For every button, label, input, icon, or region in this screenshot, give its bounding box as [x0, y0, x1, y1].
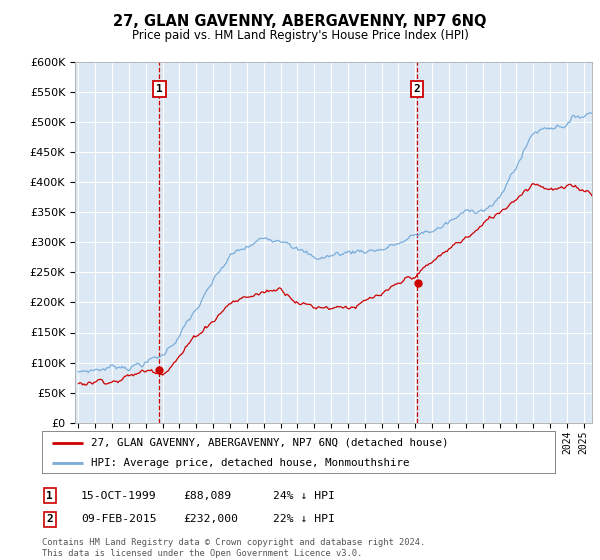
- Text: 27, GLAN GAVENNY, ABERGAVENNY, NP7 6NQ: 27, GLAN GAVENNY, ABERGAVENNY, NP7 6NQ: [113, 14, 487, 29]
- Point: [154, 365, 163, 374]
- Text: 27, GLAN GAVENNY, ABERGAVENNY, NP7 6NQ (detached house): 27, GLAN GAVENNY, ABERGAVENNY, NP7 6NQ (…: [91, 438, 448, 448]
- Text: 24% ↓ HPI: 24% ↓ HPI: [273, 491, 335, 501]
- Text: 09-FEB-2015: 09-FEB-2015: [81, 514, 157, 524]
- Text: Price paid vs. HM Land Registry's House Price Index (HPI): Price paid vs. HM Land Registry's House …: [131, 29, 469, 42]
- Text: £88,089: £88,089: [183, 491, 231, 501]
- Point: [413, 279, 422, 288]
- Text: 1: 1: [155, 83, 163, 94]
- Text: 2: 2: [413, 83, 421, 94]
- Text: 22% ↓ HPI: 22% ↓ HPI: [273, 514, 335, 524]
- Text: Contains HM Land Registry data © Crown copyright and database right 2024.
This d: Contains HM Land Registry data © Crown c…: [42, 538, 425, 558]
- Text: 1: 1: [46, 491, 53, 501]
- Text: HPI: Average price, detached house, Monmouthshire: HPI: Average price, detached house, Monm…: [91, 458, 409, 468]
- Text: £232,000: £232,000: [183, 514, 238, 524]
- Text: 15-OCT-1999: 15-OCT-1999: [81, 491, 157, 501]
- Text: 2: 2: [46, 514, 53, 524]
